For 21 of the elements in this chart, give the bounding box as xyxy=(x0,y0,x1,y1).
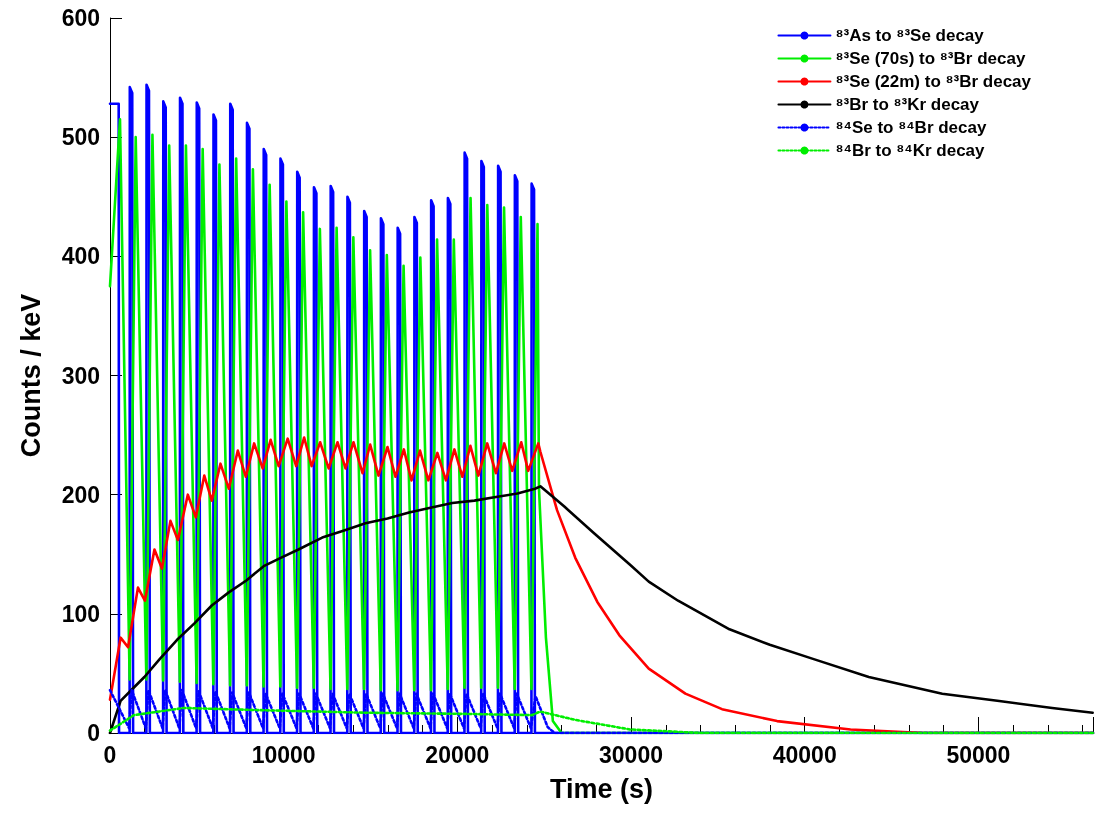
x-tick-label: 30000 xyxy=(599,741,664,768)
y-tick-label: 300 xyxy=(61,362,100,389)
y-tick-label: 200 xyxy=(61,481,100,508)
legend-label: ⁸³Se (22m) to ⁸³Br decay xyxy=(835,72,1032,91)
x-axis-title: Time (s) xyxy=(549,773,654,804)
y-tick-label: 500 xyxy=(61,124,100,151)
y-tick-label: 0 xyxy=(87,720,100,746)
legend-label: ⁸⁴Se to ⁸⁴Br decay xyxy=(835,118,987,137)
y-tick-label: 400 xyxy=(61,243,100,270)
legend-label: ⁸³Se (70s) to ⁸³Br decay xyxy=(835,49,1026,68)
legend-label: ⁸³Br to ⁸³Kr decay xyxy=(835,95,980,114)
x-tick-label: 50000 xyxy=(946,741,1011,768)
legend-label: ⁸⁴Br to ⁸⁴Kr decay xyxy=(835,141,986,160)
x-tick-label: 40000 xyxy=(772,741,837,768)
y-tick-label: 100 xyxy=(61,600,100,627)
x-tick-label: 20000 xyxy=(425,741,490,768)
x-tick-label: 10000 xyxy=(251,741,316,768)
y-tick-label: 600 xyxy=(61,5,100,31)
y-axis-title: Counts / keV xyxy=(15,293,46,458)
x-tick-label: 0 xyxy=(103,741,117,768)
legend-label: ⁸³As to ⁸³Se decay xyxy=(835,26,985,45)
